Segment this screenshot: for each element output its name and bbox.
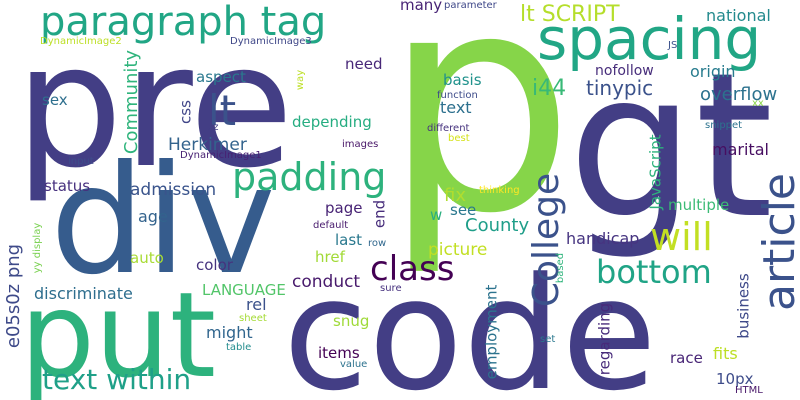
cloud-word-see: see [450,201,477,219]
cloud-word-w: w [430,206,443,224]
cloud-word-zz: zz [208,122,219,133]
cloud-word-snug: snug [333,312,370,330]
cloud-word-parameter: parameter [444,0,497,11]
cloud-word-yy-display: yy display [32,222,43,274]
cloud-word-last: last [335,231,363,249]
cloud-word-javascript: JavaScript [646,134,665,210]
cloud-word-div: div [50,134,276,308]
cloud-word-bottom: bottom [596,253,712,291]
cloud-word-race: race [670,349,703,367]
cloud-word-based: based [555,252,566,284]
cloud-word-overflow: overflow [700,84,778,105]
cloud-word-table: table [226,342,252,353]
cloud-word-set: set [540,334,556,345]
cloud-word-aspect: aspect [196,68,246,86]
cloud-word-conduct: conduct [292,272,361,292]
cloud-word-images: images [342,139,379,150]
cloud-word-sex: sex [42,91,68,109]
cloud-word-e05s0z-png: e05s0z png [3,243,24,349]
cloud-word-text-within: text within [42,363,192,396]
cloud-word-default: default [313,220,349,231]
cloud-word-xx: xx [752,98,764,109]
cloud-word-need: need [345,55,383,73]
cloud-word-best: best [448,133,470,144]
cloud-word-auto: auto [130,249,164,267]
cloud-word-css: css [176,100,195,124]
cloud-word-different: different [427,123,470,134]
cloud-word-fits: fits [713,344,738,363]
cloud-word-admission: admission [130,180,217,200]
cloud-word-marital: marital [712,140,769,159]
cloud-word-snippet: snippet [705,120,743,131]
cloud-word-class: class [370,249,455,289]
cloud-word-county: County [465,215,530,236]
cloud-word-language: LANGUAGE [202,281,286,299]
cloud-word-i44: i44 [532,76,567,101]
cloud-word-sheet: sheet [239,313,267,324]
cloud-word-text: text [440,98,472,117]
cloud-word-community: Community [121,49,142,155]
cloud-word-dynamicimage3: DynamicImage3 [230,36,312,47]
cloud-word-nofollow: nofollow [595,63,654,79]
cloud-word-code: code [283,244,657,400]
cloud-word-basis: basis [443,71,482,89]
cloud-word-spacing: spacing [537,5,762,73]
cloud-word-age: age [138,207,168,226]
cloud-word-tinypic: tinypic [586,76,654,100]
cloud-word-employment: employment [482,284,501,380]
cloud-word-end: end [370,199,389,229]
cloud-word-10px: 10px [716,370,754,388]
cloud-word-multiple: multiple [668,196,730,214]
cloud-word-put: put [20,266,216,400]
cloud-word-pre: pre [15,8,294,206]
cloud-word-origin: origin [690,62,736,81]
cloud-word-thinking: thinking [479,185,520,196]
cloud-word-discriminate: discriminate [34,284,133,303]
cloud-word-value: value [340,359,368,370]
cloud-word-sure: sure [380,283,402,294]
cloud-word-items: items [318,344,360,362]
cloud-word-gt: gt [568,30,774,263]
cloud-word-page: page [325,199,363,217]
cloud-word-function: function [437,90,478,101]
cloud-word-handicap: handicap [566,229,640,248]
cloud-word-row: row [368,238,387,249]
cloud-word-depending: depending [292,113,372,131]
cloud-word-picture: picture [428,240,488,260]
cloud-word-dynamicimage2: DynamicImage2 [40,36,122,47]
cloud-word-dynamicimage1: DynamicImage1 [180,150,262,161]
cloud-word-html: HTML [735,385,763,396]
cloud-word-rel: rel [246,295,267,314]
cloud-word-way: way [295,69,306,91]
cloud-word-input: input [68,156,94,167]
cloud-word-p: p [383,0,575,280]
cloud-word-will: will [650,215,713,259]
cloud-word-business: business [734,273,753,339]
cloud-word-national: national [706,6,771,25]
cloud-word-paragraph-tag: paragraph tag [40,0,327,45]
cloud-word-regarding: regarding [595,302,614,376]
cloud-word-lt: lt [208,86,237,135]
cloud-word-college: College [526,172,567,308]
cloud-word-fix: fix [444,185,466,206]
cloud-word-many: many [400,0,443,14]
cloud-word-might: might [206,323,253,342]
cloud-word-color: color [196,256,233,274]
cloud-word-js: JS [668,40,678,51]
cloud-word-status: status [44,177,91,195]
cloud-word-article: article [754,172,800,312]
cloud-word-href: href [315,248,345,266]
cloud-word-lt-script: lt SCRIPT [520,2,620,27]
cloud-word-padding: padding [232,155,387,199]
cloud-word-herkimer: Herkimer [168,135,247,155]
